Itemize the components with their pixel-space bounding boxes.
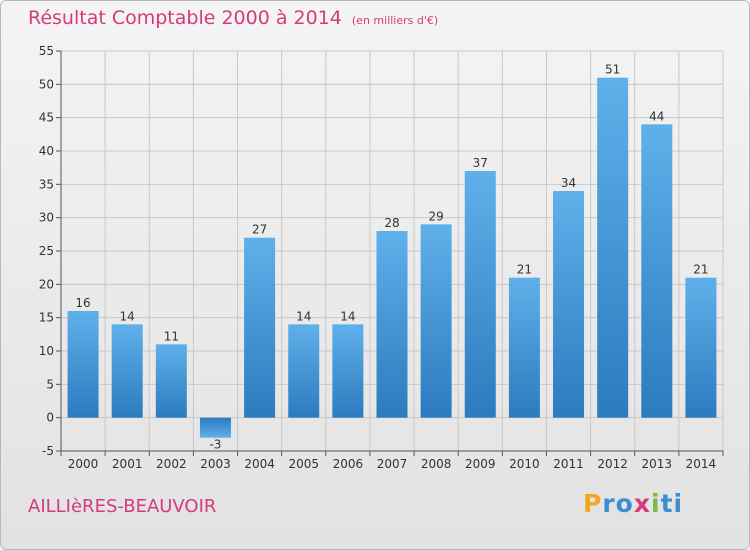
x-tick-label-2000: 2000 <box>68 457 99 471</box>
x-tick-label-2007: 2007 <box>377 457 408 471</box>
value-label-2010: 21 <box>517 263 532 277</box>
x-tick-label-2013: 2013 <box>642 457 673 471</box>
bar-2000 <box>67 311 99 418</box>
y-tick-label: 40 <box>39 144 54 158</box>
title-row: Résultat Comptable 2000 à 2014 (en millie… <box>28 7 438 29</box>
value-label-2013: 44 <box>649 109 664 123</box>
y-tick-label: -5 <box>42 444 54 458</box>
bar-2008 <box>420 224 452 418</box>
bars <box>67 77 717 438</box>
bar-2010 <box>508 277 540 418</box>
value-label-2011: 34 <box>561 176 576 190</box>
bar-2006 <box>332 324 364 418</box>
bar-2009 <box>464 171 496 418</box>
value-labels: 16 14 11 -3 27 14 14 28 29 37 21 34 51 44 21 <box>75 63 708 452</box>
x-axis-ticks: 2000 2001 2002 2003 2004 2005 2006 2007 2008 2009… <box>68 457 716 471</box>
commune-name: AILLIèRES-BEAUVOIR <box>28 496 217 517</box>
value-label-2004: 27 <box>252 223 267 237</box>
bar-2001 <box>111 324 143 418</box>
value-label-2003: -3 <box>209 438 221 452</box>
y-tick-label: 10 <box>39 344 54 358</box>
bar-2003 <box>199 417 231 438</box>
bar-2007 <box>376 231 408 418</box>
bar-2014 <box>685 277 717 418</box>
x-tick-label-2004: 2004 <box>244 457 275 471</box>
bar-2002 <box>155 344 187 418</box>
bar-2005 <box>288 324 320 418</box>
y-tick-label: 30 <box>39 211 54 225</box>
brand-letter: r <box>602 489 616 518</box>
x-tick-label-2014: 2014 <box>686 457 717 471</box>
y-tick-label: 35 <box>39 177 54 191</box>
x-tick-label-2009: 2009 <box>465 457 496 471</box>
brand-letter: t <box>660 489 674 518</box>
value-label-2002: 11 <box>164 329 179 343</box>
value-label-2014: 21 <box>693 263 708 277</box>
brand-letter: P <box>583 489 603 518</box>
x-tick-label-2005: 2005 <box>288 457 319 471</box>
bar-2011 <box>553 191 585 418</box>
x-tick-label-2011: 2011 <box>553 457 584 471</box>
y-tick-label: 5 <box>46 377 54 391</box>
y-tick-label: 25 <box>39 244 54 258</box>
bar-2013 <box>641 124 673 418</box>
x-tick-label-2010: 2010 <box>509 457 540 471</box>
chart-title: Résultat Comptable 2000 à 2014 <box>28 7 342 29</box>
value-label-2005: 14 <box>296 309 311 323</box>
x-tick-label-2008: 2008 <box>421 457 452 471</box>
brand-letter: i <box>651 489 661 518</box>
chart-subtitle: (en milliers d'€) <box>351 14 439 27</box>
y-tick-label: 55 <box>39 44 54 58</box>
value-label-2000: 16 <box>75 296 90 310</box>
bar-2012 <box>597 77 629 418</box>
x-tick-label-2001: 2001 <box>112 457 143 471</box>
value-label-2012: 51 <box>605 63 620 77</box>
x-tick-label-2012: 2012 <box>597 457 628 471</box>
value-label-2001: 14 <box>120 309 135 323</box>
brand-letter: o <box>615 489 634 518</box>
value-label-2008: 29 <box>428 209 443 223</box>
x-tick-label-2006: 2006 <box>333 457 364 471</box>
y-axis-ticks: -5 0 5 10 15 20 25 30 35 40 45 50 55 <box>39 44 54 458</box>
bar-2004 <box>244 237 276 418</box>
x-tick-label-2002: 2002 <box>156 457 187 471</box>
y-tick-label: 15 <box>39 311 54 325</box>
value-label-2007: 28 <box>384 216 399 230</box>
value-label-2006: 14 <box>340 309 355 323</box>
y-tick-label: 50 <box>39 77 54 91</box>
value-label-2009: 37 <box>473 156 488 170</box>
brand-letter: x <box>633 489 651 518</box>
brand-logo: Proxiti <box>583 489 683 518</box>
brand-letter: i <box>673 489 684 518</box>
y-tick-label: 45 <box>39 111 54 125</box>
y-tick-label: 20 <box>39 277 54 291</box>
x-tick-label-2003: 2003 <box>200 457 231 471</box>
y-tick-label: 0 <box>46 411 54 425</box>
